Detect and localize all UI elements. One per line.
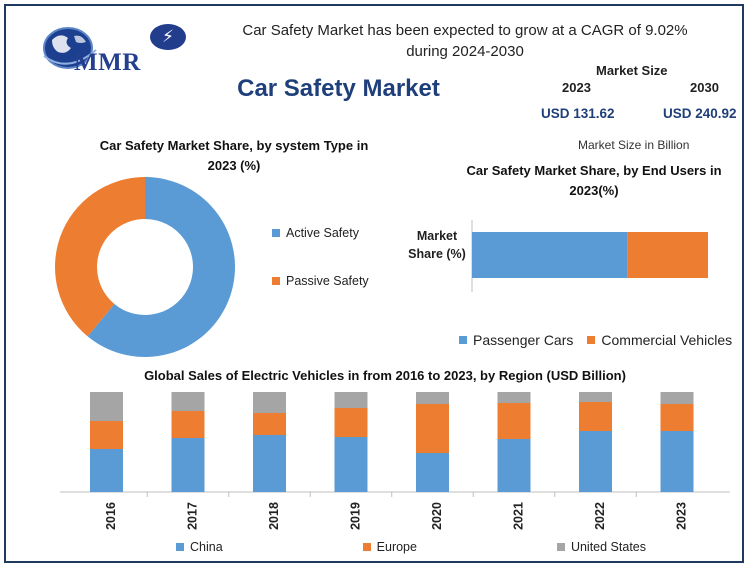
donut-legend: Active Safety Passive Safety bbox=[272, 226, 369, 288]
ev-bar-china-2017 bbox=[171, 438, 205, 492]
ev-bar-europe-2020 bbox=[416, 404, 449, 453]
legend-swatch-blue bbox=[176, 543, 184, 551]
donut-slice-active-safety bbox=[87, 177, 235, 357]
ev-bar-europe-2022 bbox=[579, 402, 612, 431]
ev-bar-united-states-2019 bbox=[334, 392, 368, 408]
ev-sales-chart: 2016 2017 2018 2019 2020 2021 2022 2023 bbox=[60, 392, 730, 530]
legend-label: Commercial Vehicles bbox=[601, 332, 733, 348]
ev-sales-chart-title: Global Sales of Electric Vehicles in fro… bbox=[144, 368, 626, 383]
legend-label: China bbox=[190, 540, 223, 554]
ev-bar-europe-2019 bbox=[334, 408, 368, 437]
ev-x-tick-label: 2016 bbox=[104, 502, 118, 530]
ev-bar-united-states-2020 bbox=[416, 392, 449, 404]
market-size-unit-note: Market Size in Billion bbox=[578, 138, 690, 152]
end-user-y-label: Market Share (%) bbox=[408, 229, 466, 261]
ev-bar-europe-2016 bbox=[90, 421, 123, 449]
ev-bar-europe-2018 bbox=[253, 413, 286, 435]
end-user-legend: Passenger Cars Commercial Vehicles bbox=[459, 332, 732, 348]
legend-europe: Europe bbox=[362, 540, 417, 554]
cagr-headline: Car Safety Market has been expected to g… bbox=[242, 22, 688, 60]
legend-swatch-blue bbox=[272, 229, 280, 237]
end-user-chart-title: Car Safety Market Share, by End Users in… bbox=[466, 163, 722, 198]
ev-x-tick-label: 2017 bbox=[185, 502, 199, 530]
end-user-bar-commercial-vehicles bbox=[627, 232, 708, 278]
ev-bar-united-states-2016 bbox=[90, 392, 123, 421]
market-size-label: Market Size bbox=[596, 63, 668, 78]
legend-swatch-orange bbox=[587, 336, 596, 344]
legend-label: Active Safety bbox=[286, 226, 359, 240]
market-size-value-end: USD 240.92 bbox=[663, 106, 737, 121]
ev-bar-europe-2017 bbox=[171, 411, 205, 438]
market-size-value-start: USD 131.62 bbox=[541, 106, 615, 121]
donut-slice-passive-safety bbox=[55, 177, 146, 337]
legend-united-states: United States bbox=[556, 540, 646, 554]
legend-commercial-vehicles: Commercial Vehicles bbox=[587, 332, 732, 348]
legend-active-safety: Active Safety bbox=[272, 226, 369, 240]
legend-china: China bbox=[176, 540, 223, 554]
lightning-bolt-icon: ⚡ bbox=[150, 24, 186, 50]
ev-bar-china-2018 bbox=[253, 435, 286, 492]
ev-bar-united-states-2018 bbox=[253, 392, 286, 413]
ev-x-tick-label: 2018 bbox=[267, 502, 281, 530]
page-title: Car Safety Market bbox=[237, 75, 440, 102]
legend-label: Europe bbox=[376, 540, 417, 554]
ev-bar-united-states-2017 bbox=[171, 392, 205, 411]
legend-swatch-orange bbox=[362, 543, 371, 551]
ev-x-tick-label: 2023 bbox=[674, 502, 688, 530]
infographic-frame bbox=[4, 4, 744, 563]
globe-icon bbox=[43, 27, 97, 69]
ev-bar-europe-2021 bbox=[497, 403, 531, 439]
ev-bar-china-2020 bbox=[416, 453, 449, 492]
end-user-bar-chart bbox=[471, 220, 708, 292]
ev-sales-legend: China Europe United States bbox=[176, 540, 646, 554]
ev-bar-china-2021 bbox=[497, 439, 531, 492]
legend-swatch-gray bbox=[556, 543, 565, 551]
legend-passive-safety: Passive Safety bbox=[272, 274, 369, 288]
donut-chart bbox=[55, 177, 235, 357]
end-user-bar-passenger-cars bbox=[472, 232, 628, 278]
market-size-year-start: 2023 bbox=[562, 80, 591, 95]
brand-logo: MMR ⚡ bbox=[38, 22, 188, 82]
donut-chart-title: Car Safety Market Share, by system Type … bbox=[99, 138, 369, 173]
legend-label: Passive Safety bbox=[286, 274, 369, 288]
ev-x-tick-label: 2020 bbox=[430, 502, 444, 530]
ev-bar-china-2016 bbox=[90, 449, 123, 492]
ev-bar-europe-2023 bbox=[660, 404, 694, 431]
market-size-year-end: 2030 bbox=[690, 80, 719, 95]
ev-x-tick-label: 2019 bbox=[348, 502, 362, 530]
ev-bar-china-2022 bbox=[579, 431, 612, 492]
ev-bar-united-states-2022 bbox=[579, 392, 612, 402]
legend-swatch-orange bbox=[272, 277, 280, 285]
legend-label: Passenger Cars bbox=[473, 332, 574, 348]
legend-label: United States bbox=[570, 540, 646, 554]
ev-bar-china-2023 bbox=[660, 431, 694, 492]
logo-text: MMR bbox=[74, 49, 141, 76]
ev-x-tick-label: 2022 bbox=[593, 502, 607, 530]
legend-swatch-blue bbox=[459, 336, 467, 344]
ev-bar-united-states-2023 bbox=[660, 392, 694, 404]
legend-passenger-cars: Passenger Cars bbox=[459, 332, 573, 348]
ev-bar-china-2019 bbox=[334, 437, 368, 492]
ev-x-tick-label: 2021 bbox=[511, 502, 525, 530]
ev-bar-united-states-2021 bbox=[497, 392, 531, 403]
